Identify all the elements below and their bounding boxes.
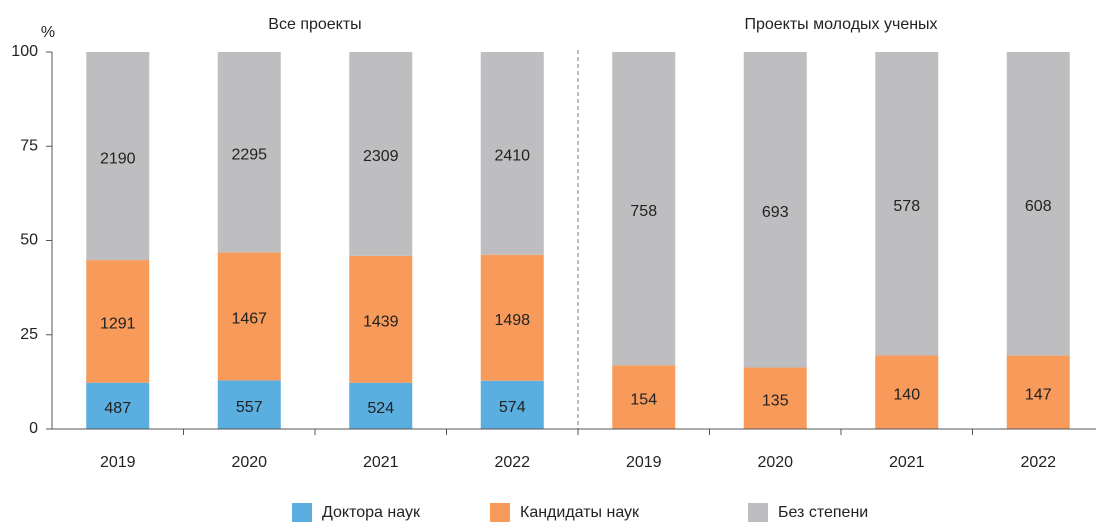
bar-segment	[480, 380, 544, 429]
x-tick-label: 2020	[757, 454, 793, 471]
bar-segment	[349, 255, 413, 383]
x-tick-label: 2019	[626, 454, 662, 471]
bar-segment	[86, 52, 150, 261]
data-label: 2190	[100, 150, 136, 167]
data-label: 758	[630, 203, 657, 220]
x-tick-label: 2022	[1020, 454, 1056, 471]
bar-segment	[86, 382, 150, 429]
data-label: 2309	[363, 148, 399, 165]
bar-segment	[612, 365, 676, 429]
data-label: 135	[762, 392, 789, 409]
legend-label: Без степени	[778, 504, 868, 521]
data-label: 154	[630, 391, 657, 408]
bar-segment	[743, 52, 807, 368]
data-label: 1291	[100, 316, 136, 333]
bar-segment	[217, 252, 281, 381]
data-label: 2410	[494, 148, 530, 165]
bar-segment	[612, 52, 676, 366]
data-label: 574	[499, 399, 526, 416]
data-label: 487	[104, 400, 131, 417]
y-tick-label: 75	[20, 137, 38, 154]
bar-segment	[875, 52, 939, 356]
legend-swatch	[490, 503, 510, 522]
group-title: Все проекты	[268, 16, 361, 33]
y-axis-label: %	[41, 24, 55, 41]
bar-segment	[743, 367, 807, 429]
y-tick-label: 25	[20, 326, 38, 343]
x-tick-label: 2021	[363, 454, 399, 471]
legend-swatch	[748, 503, 768, 522]
data-label: 147	[1025, 387, 1052, 404]
y-tick-label: 50	[20, 232, 38, 249]
data-label: 693	[762, 204, 789, 221]
x-tick-label: 2019	[100, 454, 136, 471]
bar-segment	[217, 52, 281, 253]
bar-segment	[86, 260, 150, 383]
bar-segment	[349, 382, 413, 429]
y-tick-label: 0	[29, 420, 38, 437]
y-tick-label: 100	[11, 43, 38, 60]
data-label: 578	[893, 198, 920, 215]
bar-segment	[349, 52, 413, 256]
data-label: 557	[236, 399, 263, 416]
x-tick-label: 2021	[889, 454, 925, 471]
legend-swatch	[292, 503, 312, 522]
legend-label: Кандидаты наук	[520, 504, 640, 521]
bar-segment	[1006, 52, 1070, 356]
bar-segment	[1006, 355, 1070, 429]
data-label: 2295	[231, 146, 267, 163]
data-label: 524	[367, 400, 394, 417]
data-label: 140	[893, 386, 920, 403]
data-label: 1467	[231, 311, 267, 328]
group-title: Проекты молодых ученых	[744, 16, 937, 33]
bar-segment	[875, 355, 939, 429]
data-label: 1439	[363, 313, 399, 330]
data-label: 608	[1025, 198, 1052, 215]
legend-label: Доктора наук	[322, 504, 421, 521]
bar-segment	[480, 52, 544, 255]
data-label: 1498	[494, 312, 530, 329]
bar-segment	[480, 254, 544, 381]
x-tick-label: 2020	[231, 454, 267, 471]
x-tick-label: 2022	[494, 454, 530, 471]
bar-segment	[217, 380, 281, 429]
